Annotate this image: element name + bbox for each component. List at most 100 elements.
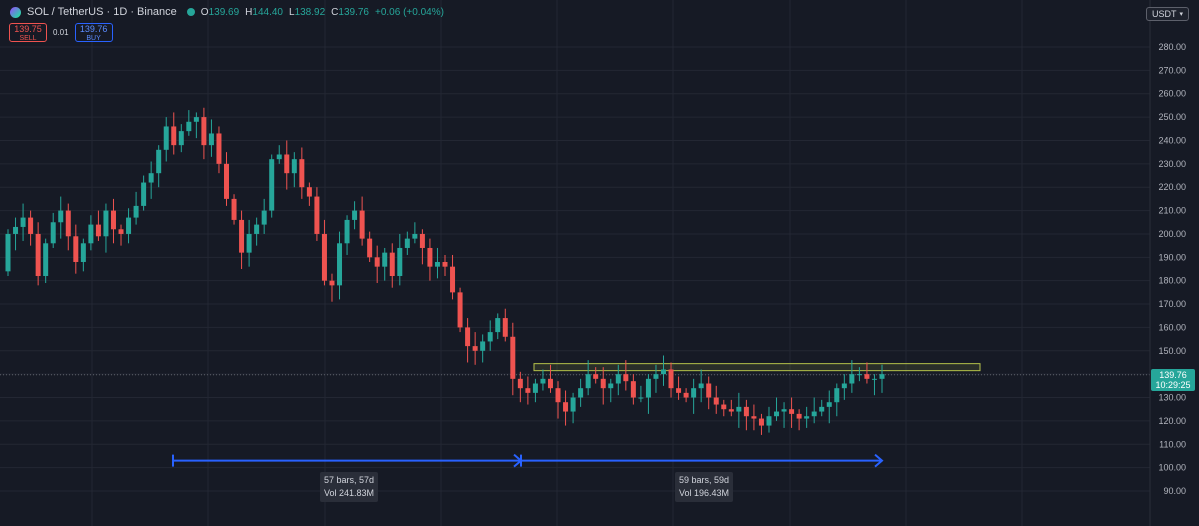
measure-info-2: 59 bars, 59d Vol 196.43M [675, 472, 734, 502]
candle-body [661, 369, 666, 375]
price-axis: 280.00 270.00 260.00 250.00 240.00 230.00 220.… [1149, 0, 1186, 526]
measure-volume-2: Vol 196.43M [679, 488, 730, 498]
candle-body [578, 388, 584, 398]
resistance-zone[interactable] [533, 363, 981, 372]
candle-body [208, 133, 214, 146]
candle-body [517, 378, 523, 389]
candle-body [676, 388, 682, 393]
resistance-zone-rect [533, 363, 981, 372]
candle-body [774, 411, 780, 417]
candlestick-series [5, 107, 885, 435]
ohlc-values: O139.69 H144.40 L138.92 C139.76 +0.06 (+… [201, 7, 444, 18]
candle-body [419, 233, 425, 248]
candle-body [299, 159, 305, 188]
candle-body [480, 341, 486, 351]
y-tick-label: 240.00 [1158, 135, 1186, 145]
candle-body [43, 243, 49, 277]
candle-body [201, 117, 207, 146]
candle-body [819, 406, 825, 412]
candle-body [133, 205, 139, 218]
measure-info-1: 57 bars, 57d Vol 241.83M [320, 472, 379, 502]
candle-body [841, 383, 847, 389]
high-label: H [245, 6, 253, 18]
y-tick-label: 250.00 [1158, 112, 1186, 122]
candle-body [593, 374, 599, 379]
buy-button[interactable]: 139.76 BUY [74, 23, 113, 42]
candle-body [691, 388, 697, 398]
y-tick-label: 210.00 [1158, 206, 1186, 216]
y-tick-label: 130.00 [1158, 393, 1186, 403]
candle-body [95, 224, 101, 237]
candle-body [5, 233, 11, 272]
candle-body [367, 238, 373, 258]
candle-body [254, 224, 260, 234]
spread-value: 0.01 [53, 28, 69, 37]
currency-selector[interactable]: USDT ▾ [1145, 7, 1189, 21]
candle-body [879, 374, 885, 379]
candle-body [532, 383, 538, 393]
candle-body [811, 411, 817, 417]
candle-body [871, 378, 877, 380]
candle-body [374, 257, 380, 267]
candle-body [224, 163, 229, 199]
candle-body [148, 173, 154, 183]
candle-body [743, 406, 749, 417]
candle-body [193, 117, 199, 122]
candle-body [804, 416, 810, 419]
candle-body [540, 378, 546, 384]
candle-body [178, 131, 184, 146]
candle-body [58, 210, 64, 223]
last-price-value: 139.76 [1159, 370, 1187, 380]
low-value: 138.92 [294, 6, 326, 18]
candle-body [698, 383, 704, 389]
candle-body [306, 187, 312, 197]
candle-body [789, 409, 795, 414]
open-value: 139.69 [208, 6, 240, 18]
candle-body [766, 416, 772, 426]
candle-body [261, 210, 267, 225]
candle-body [13, 226, 19, 234]
candle-body [683, 392, 689, 398]
candle-body [404, 238, 410, 248]
symbol-title[interactable]: SOL / TetherUS · 1D · Binance [27, 6, 177, 18]
market-open-icon [186, 8, 195, 16]
measure-bars-2: 59 bars, 59d [679, 475, 730, 485]
change-value: +0.06 (+0.04%) [374, 6, 444, 18]
candle-body [796, 413, 802, 419]
y-tick-label: 220.00 [1158, 182, 1186, 192]
y-tick-label: 120.00 [1158, 416, 1186, 426]
candle-body [864, 374, 870, 379]
candle-body [239, 219, 245, 253]
candle-body [246, 233, 252, 253]
candle-body [80, 243, 86, 262]
candle-body [337, 243, 343, 286]
candle-body [216, 133, 222, 164]
buy-label: BUY [86, 35, 101, 42]
candle-body [88, 224, 94, 244]
measure-tools[interactable] [172, 453, 884, 468]
candle-body [736, 406, 742, 412]
y-tick-label: 280.00 [1158, 42, 1186, 52]
y-tick-label: 160.00 [1158, 322, 1186, 332]
candle-body [20, 217, 26, 227]
y-tick-label: 180.00 [1158, 276, 1186, 286]
y-tick-label: 150.00 [1158, 346, 1186, 356]
candle-body [834, 388, 840, 403]
y-tick-label: 270.00 [1158, 65, 1186, 75]
sell-button[interactable]: 139.75 SELL [9, 23, 47, 42]
measure-volume-1: Vol 241.83M [324, 488, 375, 498]
candle-body [510, 336, 516, 379]
candle-body [645, 378, 651, 398]
y-tick-label: 190.00 [1158, 252, 1186, 262]
symbol-header: SOL / TetherUS · 1D · Binance O139.69 H1… [10, 6, 444, 18]
last-price-label: 139.76 10:29:25 [1151, 369, 1195, 391]
candle-body [856, 374, 862, 376]
candle-body [344, 219, 350, 244]
y-tick-label: 90.00 [1163, 486, 1186, 496]
candle-body [141, 182, 147, 206]
currency-label: USDT [1151, 9, 1177, 19]
candle-body [434, 261, 440, 267]
y-tick-label: 110.00 [1159, 439, 1186, 449]
candle-body [35, 233, 41, 277]
